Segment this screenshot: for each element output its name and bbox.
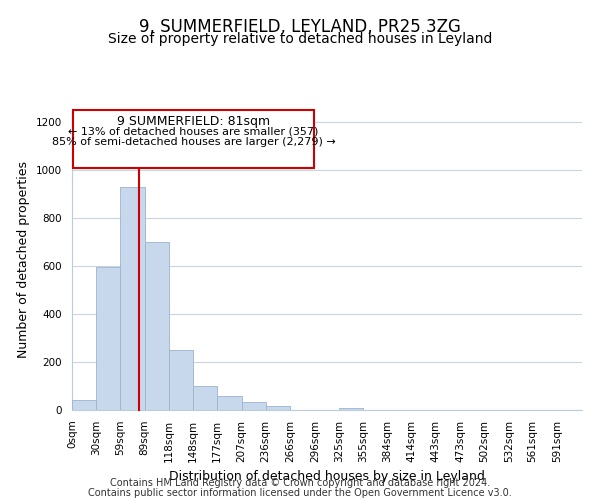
Bar	[145, 242, 169, 410]
Y-axis label: Number of detached properties: Number of detached properties	[17, 162, 31, 358]
Bar	[169, 350, 193, 410]
Text: Size of property relative to detached houses in Leyland: Size of property relative to detached ho…	[108, 32, 492, 46]
Text: 9, SUMMERFIELD, LEYLAND, PR25 3ZG: 9, SUMMERFIELD, LEYLAND, PR25 3ZG	[139, 18, 461, 36]
Text: 85% of semi-detached houses are larger (2,279) →: 85% of semi-detached houses are larger (…	[52, 137, 335, 147]
Text: 9 SUMMERFIELD: 81sqm: 9 SUMMERFIELD: 81sqm	[117, 115, 270, 128]
Bar	[217, 396, 242, 410]
Text: Contains public sector information licensed under the Open Government Licence v3: Contains public sector information licen…	[88, 488, 512, 498]
X-axis label: Distribution of detached houses by size in Leyland: Distribution of detached houses by size …	[169, 470, 485, 483]
Bar	[72, 400, 96, 410]
FancyBboxPatch shape	[73, 110, 314, 168]
Bar	[242, 402, 266, 410]
Bar	[193, 386, 217, 410]
Bar	[266, 406, 290, 410]
Text: Contains HM Land Registry data © Crown copyright and database right 2024.: Contains HM Land Registry data © Crown c…	[110, 478, 490, 488]
Text: ← 13% of detached houses are smaller (357): ← 13% of detached houses are smaller (35…	[68, 126, 319, 136]
Bar	[339, 408, 364, 410]
Bar	[96, 266, 120, 410]
Bar	[120, 187, 145, 410]
